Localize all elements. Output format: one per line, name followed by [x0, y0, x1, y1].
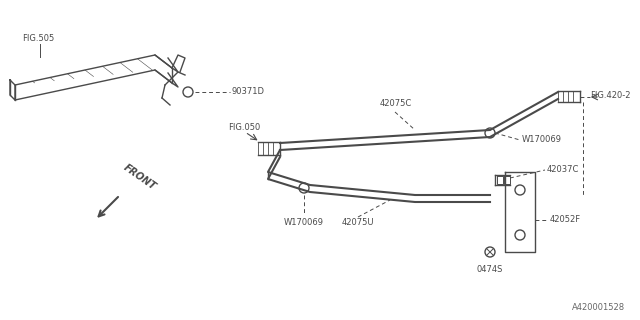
- Text: FRONT: FRONT: [122, 163, 158, 192]
- Text: W170069: W170069: [522, 135, 562, 145]
- Text: 0474S: 0474S: [477, 265, 503, 274]
- Text: 42052F: 42052F: [550, 215, 581, 225]
- Text: FIG.505: FIG.505: [22, 34, 54, 43]
- Text: W170069: W170069: [284, 218, 324, 227]
- Text: 42037C: 42037C: [547, 165, 579, 174]
- Text: 42075U: 42075U: [342, 218, 374, 227]
- Text: FIG.050: FIG.050: [228, 124, 260, 132]
- Text: 42075C: 42075C: [380, 99, 412, 108]
- Text: FIG.420-2: FIG.420-2: [590, 91, 630, 100]
- Text: A420001528: A420001528: [572, 303, 625, 312]
- Text: 90371D: 90371D: [232, 87, 265, 97]
